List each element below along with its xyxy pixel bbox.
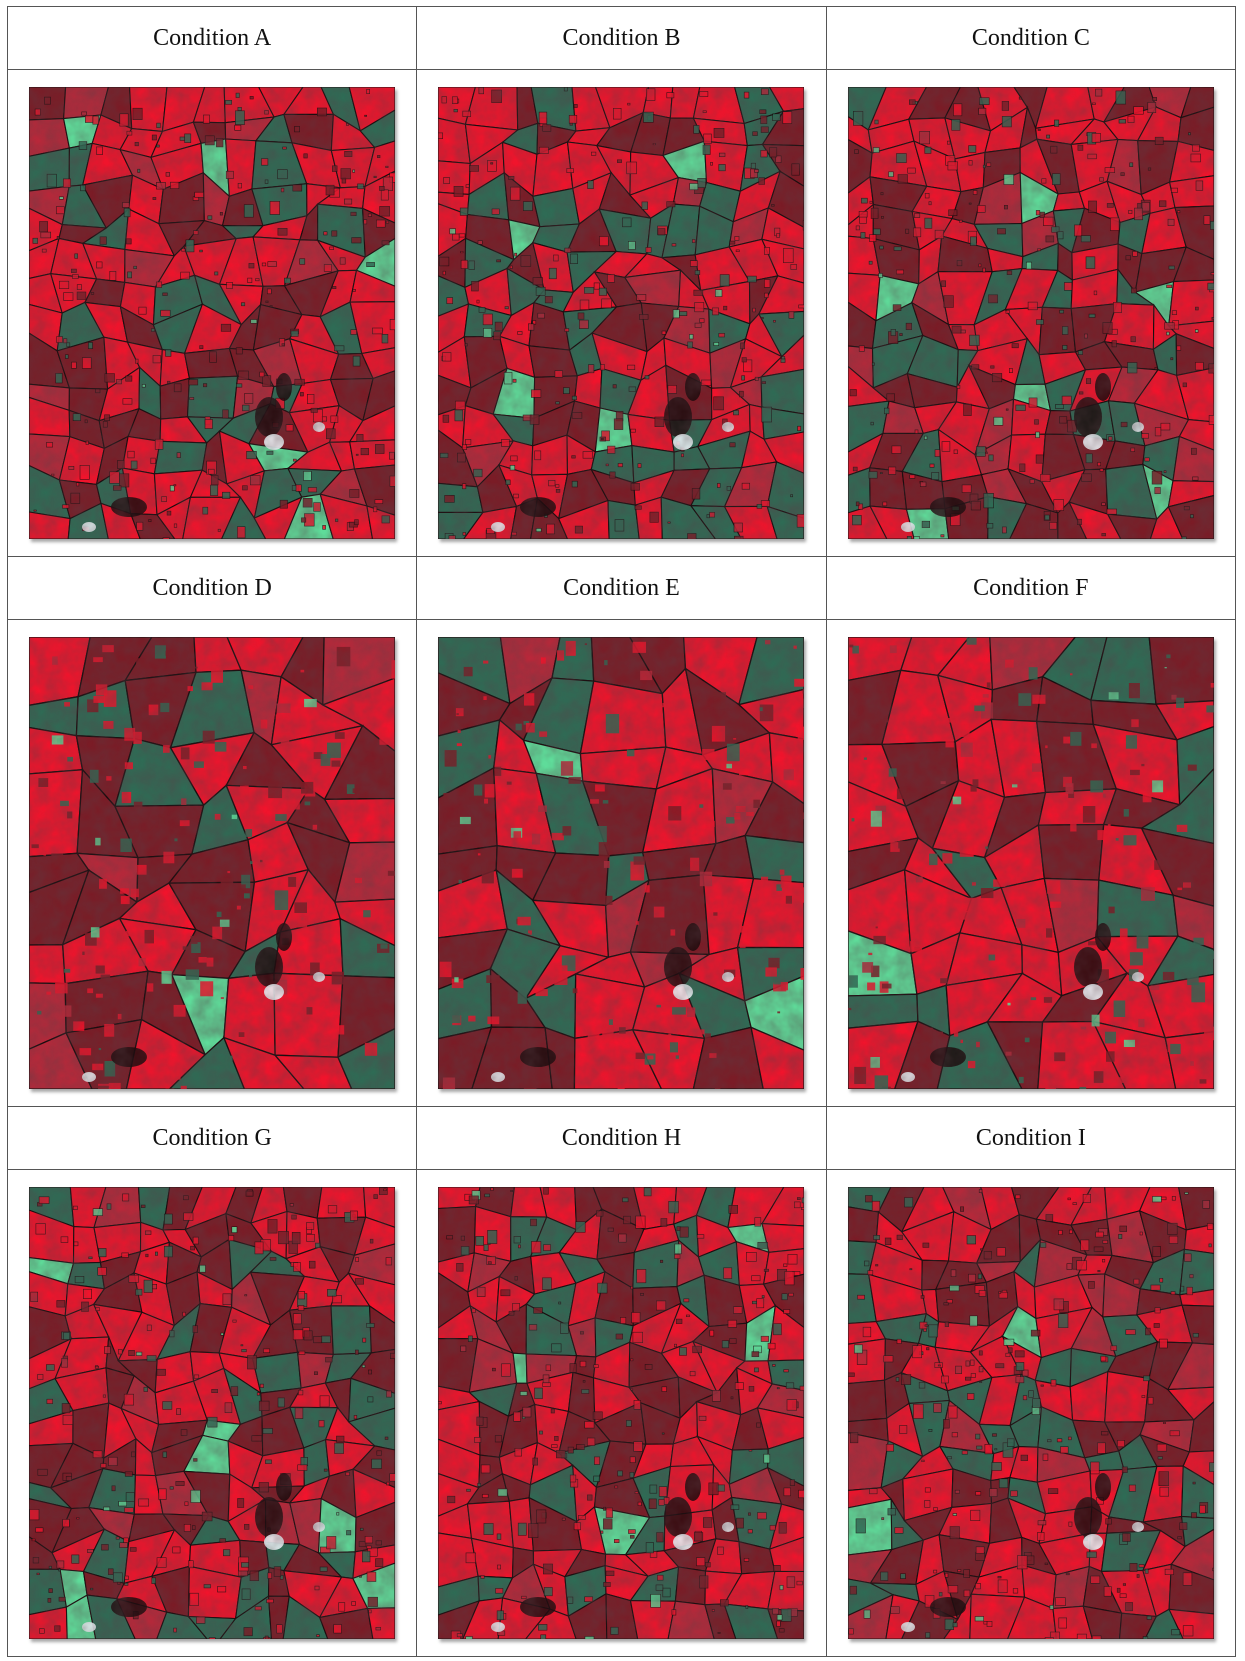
satellite-image-a	[28, 86, 402, 542]
panel-label-g: Condition G	[6, 1106, 418, 1170]
panel-cell-f	[825, 619, 1237, 1107]
scene-canvas	[847, 636, 1221, 1097]
satellite-image-i	[847, 1186, 1219, 1648]
panel-label-d: Condition D	[6, 556, 418, 620]
panel-label-e: Condition E	[416, 556, 827, 620]
panel-cell-d	[6, 619, 418, 1107]
satellite-image-d	[28, 636, 405, 1100]
scene-canvas	[847, 1186, 1219, 1648]
scene-canvas	[437, 1186, 809, 1648]
panel-label-h: Condition H	[416, 1106, 827, 1170]
panel-cell-c	[825, 69, 1237, 557]
panel-cell-h	[416, 1169, 827, 1657]
panel-cell-b	[416, 69, 827, 557]
panel-label-b: Condition B	[416, 6, 827, 70]
satellite-image-h	[437, 1186, 809, 1648]
scene-canvas	[28, 636, 405, 1100]
scene-canvas	[437, 636, 815, 1093]
panel-cell-a	[6, 69, 418, 557]
satellite-image-f	[847, 636, 1221, 1097]
panel-cell-e	[416, 619, 827, 1107]
panel-label-f: Condition F	[825, 556, 1237, 620]
satellite-image-b	[437, 86, 811, 544]
comparison-grid: Condition A Condition B Condition C Cond…	[6, 6, 1237, 1657]
scene-canvas	[28, 86, 402, 542]
scene-canvas	[437, 86, 811, 544]
panel-label-a: Condition A	[6, 6, 418, 70]
scene-canvas	[28, 1186, 402, 1647]
satellite-image-c	[847, 86, 1219, 544]
panel-label-i: Condition I	[825, 1106, 1237, 1170]
satellite-image-e	[437, 636, 815, 1093]
satellite-image-g	[28, 1186, 402, 1647]
panel-cell-g	[6, 1169, 418, 1657]
panel-cell-i	[825, 1169, 1237, 1657]
scene-canvas	[847, 86, 1219, 544]
panel-label-c: Condition C	[825, 6, 1237, 70]
